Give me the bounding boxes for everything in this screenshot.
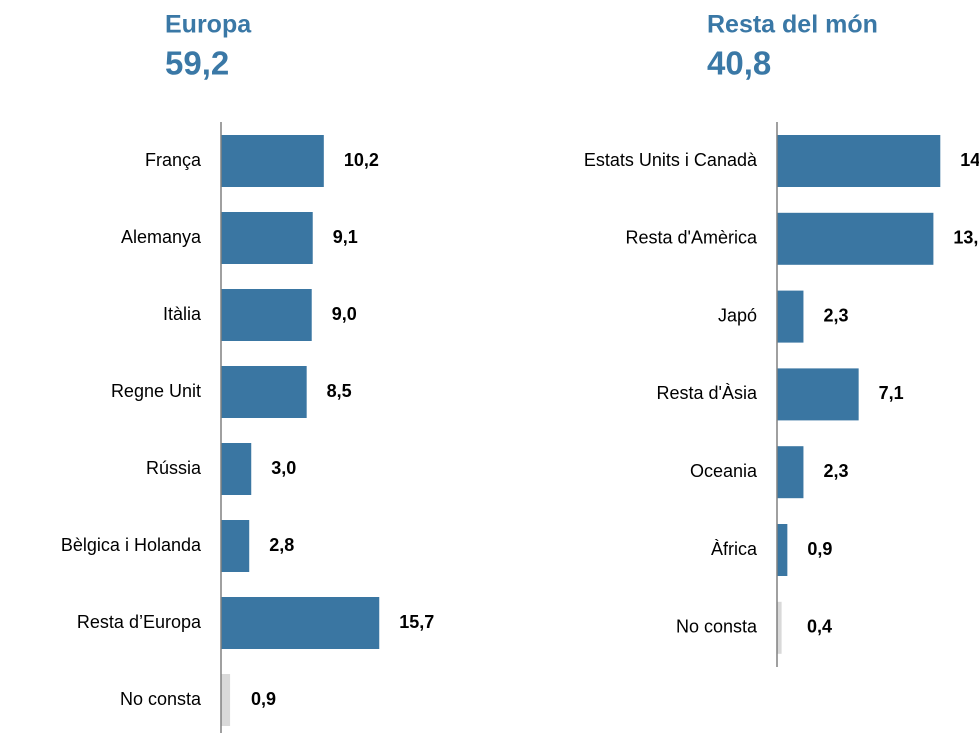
chart-subtitle: 40,8 [707,45,771,82]
bar [777,601,782,654]
value-label: 8,5 [327,381,352,401]
category-label: Regne Unit [111,381,201,401]
category-label: Alemanya [121,227,202,247]
value-label: 0,9 [251,689,276,709]
value-label: 9,0 [332,304,357,324]
bar [221,135,324,187]
value-label: 2,3 [823,461,848,481]
value-label: 10,2 [344,150,379,170]
category-label: Oceania [690,461,758,481]
bar [221,212,313,264]
value-label: 0,9 [807,539,832,559]
bar [777,290,804,343]
value-label: 9,1 [333,227,358,247]
bar [777,212,934,265]
category-label: Bèlgica i Holanda [61,535,202,555]
category-label: No consta [120,689,202,709]
category-label: Resta d'Àsia [657,383,758,403]
category-label: Estats Units i Canadà [584,150,758,170]
bar [221,674,231,726]
category-label: Itàlia [163,304,202,324]
bar [777,135,941,187]
bar [221,366,307,418]
value-label: 15,7 [399,612,434,632]
bar [221,443,252,495]
bar [221,289,312,341]
value-label: 3,0 [271,458,296,478]
category-label: No consta [676,617,758,637]
category-label: Àfrica [711,539,758,559]
value-label: 7,1 [879,383,904,403]
bar [777,524,788,576]
category-label: Japó [718,305,757,325]
category-label: Resta d’Europa [77,612,202,632]
chart-title: Resta del món [707,11,878,39]
value-label: 0,4 [807,617,832,637]
bar [777,368,859,421]
value-label: 14,2 [960,150,979,170]
value-label: 13,6 [953,228,979,248]
chart-subtitle: 59,2 [165,45,229,82]
bar [221,520,250,572]
value-label: 2,8 [269,535,294,555]
value-label: 2,3 [823,305,848,325]
bar [221,597,380,649]
category-label: Resta d'Amèrica [626,228,758,248]
bar [777,446,804,499]
category-label: Rússia [146,458,202,478]
chart-title: Europa [165,11,252,39]
category-label: França [145,150,202,170]
